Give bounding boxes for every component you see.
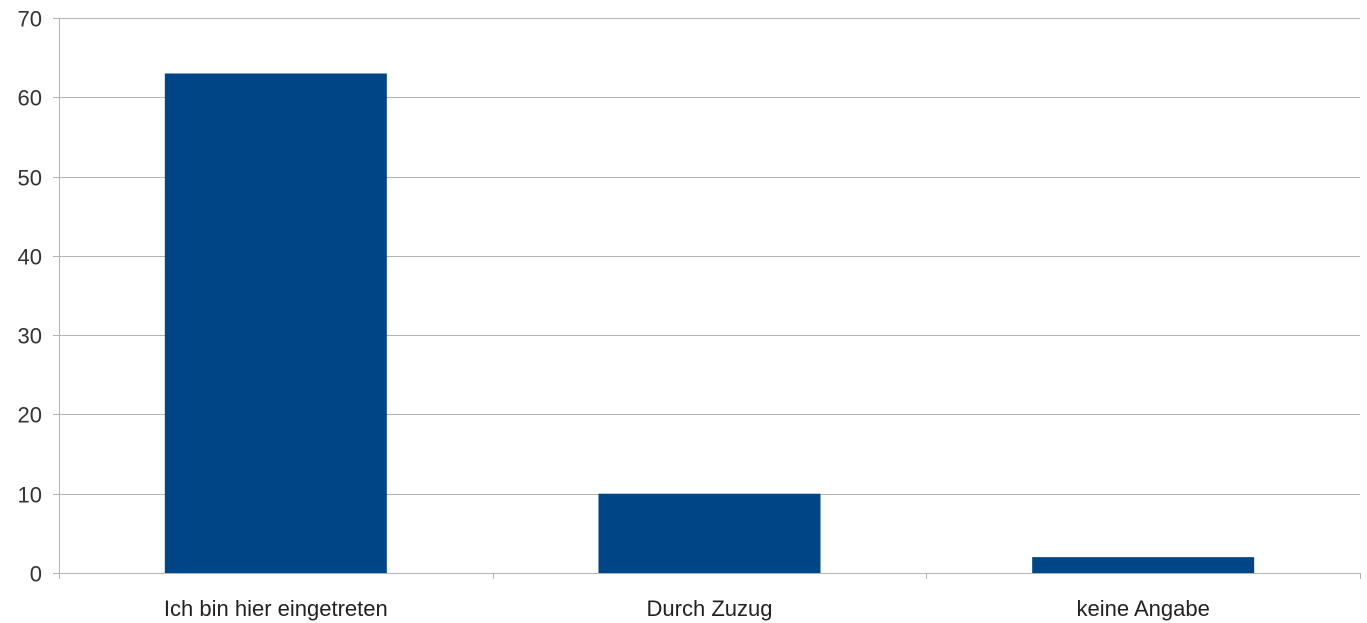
x-axis-category-labels: Ich bin hier eingetreten Durch Zuzug keine…: [164, 596, 1210, 621]
y-tick-label: 70: [18, 7, 42, 32]
y-tick-label: 20: [18, 403, 42, 428]
bars: [164, 73, 1255, 573]
x-category-label: keine Angabe: [1076, 596, 1209, 621]
axes: [53, 18, 1361, 579]
bar: [1032, 557, 1255, 573]
y-tick-label: 60: [18, 86, 42, 111]
bar: [598, 493, 821, 573]
x-category-label: Durch Zuzug: [647, 596, 773, 621]
y-tick-label: 30: [18, 324, 42, 349]
bar: [164, 73, 387, 573]
y-tick-label: 50: [18, 166, 42, 191]
y-tick-label: 10: [18, 483, 42, 508]
x-category-label: Ich bin hier eingetreten: [164, 596, 388, 621]
y-tick-label: 40: [18, 245, 42, 270]
y-tick-label: 0: [30, 562, 42, 587]
y-axis-tick-labels: 0 10 20 30 40 50 60 70: [18, 7, 42, 587]
